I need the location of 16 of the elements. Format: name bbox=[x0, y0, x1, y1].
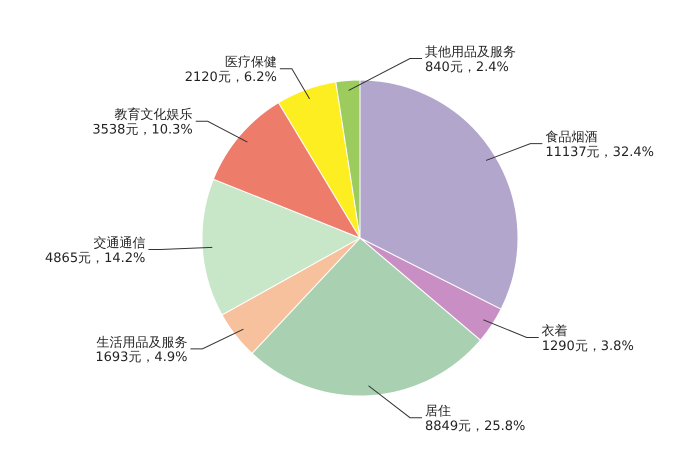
data-label: 1693元，4.9% bbox=[95, 350, 188, 366]
slice-label: 医疗保健 bbox=[224, 55, 277, 70]
slice-label: 其他用品及服务 bbox=[425, 44, 516, 60]
data-label: 8849元，25.8% bbox=[425, 419, 526, 434]
data-label: 840元，2.4% bbox=[425, 60, 509, 75]
slice-label: 食品烟酒 bbox=[545, 130, 598, 146]
data-label: 2120元，6.2% bbox=[184, 70, 277, 86]
data-label: 3538元，10.3% bbox=[92, 122, 193, 138]
slice-label: 教育文化娱乐 bbox=[114, 106, 193, 123]
slice-label: 衣着 bbox=[542, 322, 568, 339]
data-label: 4865元，14.2% bbox=[45, 250, 146, 266]
slice-label: 交通通信 bbox=[93, 234, 146, 251]
slice-label: 生活用品及服务 bbox=[96, 335, 188, 350]
data-label: 1290元，3.8% bbox=[542, 338, 634, 354]
slice-label: 居住 bbox=[425, 404, 451, 420]
data-label: 11137元，32.4% bbox=[545, 145, 654, 160]
